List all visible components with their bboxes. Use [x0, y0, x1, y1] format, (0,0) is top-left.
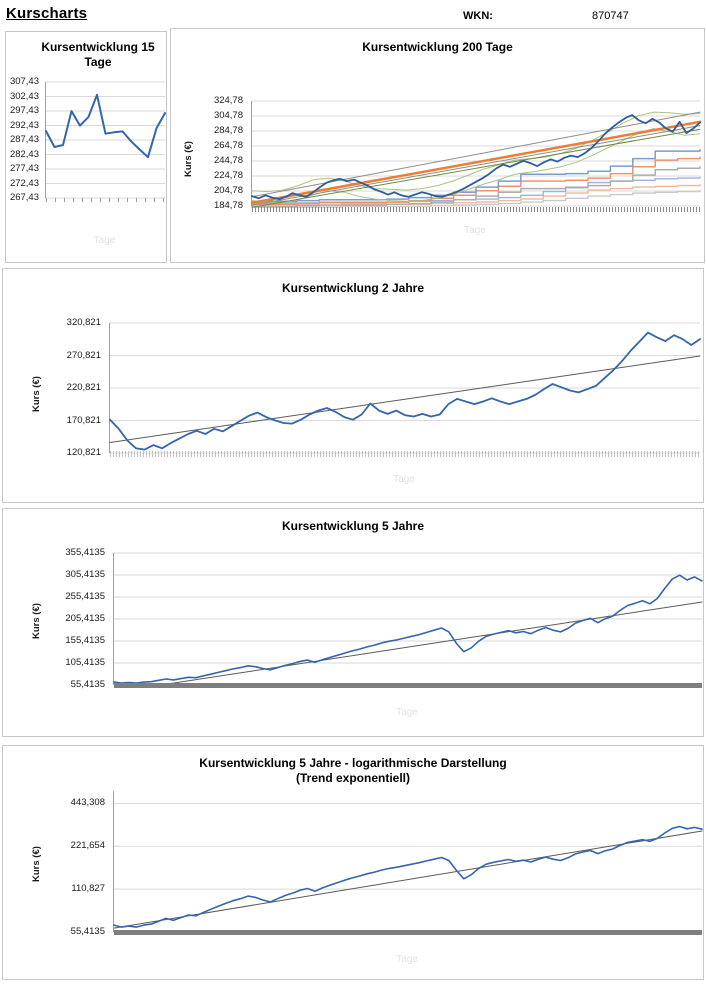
x-axis-title: Tage — [396, 954, 418, 965]
y-tick-label: 267,43 — [9, 192, 39, 203]
y-tick-label: 272,43 — [9, 177, 39, 189]
chart-canvas — [109, 322, 701, 454]
chart-title: Kursentwicklung 2 Jahre — [281, 281, 425, 295]
y-tick-label: 304,78 — [213, 110, 243, 121]
y-tick-label: 297,43 — [9, 105, 39, 116]
y-tick-label: 55,4135 — [70, 679, 105, 690]
y-tick-label: 55,4135 — [70, 926, 105, 937]
y-tick-label: 264,78 — [213, 140, 243, 151]
x-axis-baseline — [114, 683, 702, 688]
y-tick-label: 307,43 — [9, 76, 39, 87]
chart-canvas — [113, 552, 703, 686]
y-tick-label: 110,827 — [71, 883, 105, 895]
y-tick-label: 287,43 — [9, 134, 39, 145]
y-tick-label: 170,821 — [66, 414, 101, 426]
y-tick-label: 224,78 — [213, 170, 243, 181]
y-axis-labels: 355,4135 305,4135 255,4135 205,4135 155,4135… — [3, 547, 109, 690]
y-axis-labels: 320,821 270,821 220,821 170,821 120,821 — [3, 317, 105, 458]
y-tick-label: 292,43 — [9, 119, 39, 131]
y-tick-label: 255,4135 — [65, 591, 105, 602]
plot-area — [113, 552, 703, 688]
y-tick-label: 120,821 — [66, 447, 101, 458]
y-axis-labels: 307,43 302,43 297,43 292,43 287,43 282,43 277,… — [6, 76, 43, 203]
plot-area — [109, 322, 701, 457]
y-tick-label: 204,78 — [213, 185, 243, 196]
y-tick-label: 443,308 — [70, 797, 105, 809]
x-axis-title: Tage — [93, 235, 116, 246]
plot-area — [113, 791, 703, 935]
y-tick-label: 184,78 — [213, 200, 243, 211]
x-axis-title: Tage — [464, 225, 486, 236]
plot-area — [45, 81, 166, 202]
chart-title: Kursentwicklung 200 Tage — [362, 40, 513, 54]
y-axis-labels: 443,308 221,654 110,827 55,4135 — [3, 791, 109, 937]
x-axis-title: Tage — [393, 474, 415, 485]
chart-canvas — [45, 81, 166, 199]
chart-panel-200-tage: Kursentwicklung 200 Tage Kurs (€) 324,78… — [170, 28, 705, 263]
x-axis-ticks — [110, 451, 700, 457]
chart-panel-5-jahre-log: Kursentwicklung 5 Jahre - logarithmische… — [2, 745, 704, 980]
y-tick-label: 244,78 — [213, 155, 243, 166]
plot-area — [250, 100, 702, 212]
chart-title: Kursentwicklung 5 Jahre - logarithmische… — [3, 756, 703, 786]
x-axis-baseline — [114, 930, 702, 935]
y-tick-label: 320,821 — [66, 317, 101, 328]
x-axis-ticks — [252, 207, 700, 212]
y-tick-label: 105,4135 — [65, 657, 105, 668]
y-tick-label: 220,821 — [66, 382, 101, 393]
y-tick-label: 355,4135 — [65, 547, 105, 558]
page-title: Kurscharts — [6, 5, 88, 22]
y-tick-label: 205,4135 — [65, 613, 105, 624]
chart-title: Kursentwicklung 15 Tage — [41, 40, 155, 69]
y-tick-label: 282,43 — [9, 148, 39, 160]
chart-title-line1: Kursentwicklung 5 Jahre - logarithmische… — [199, 756, 507, 770]
chart-title: Kursentwicklung 5 Jahre — [281, 519, 425, 533]
y-tick-label: 324,78 — [213, 95, 243, 106]
y-tick-label: 284,78 — [213, 125, 243, 136]
x-axis-title: Tage — [396, 707, 418, 718]
chart-panel-15-tage: Kursentwicklung 15 Tage 307,43 302,43 297,… — [5, 31, 167, 263]
y-tick-label: 302,43 — [9, 90, 39, 102]
y-tick-label: 221,654 — [70, 840, 105, 852]
chart-panel-5-jahre: Kursentwicklung 5 Jahre Kurs (€) 355,413… — [2, 508, 704, 737]
wkn-label: WKN: — [463, 10, 493, 22]
wkn-value: 870747 — [592, 10, 629, 22]
chart-subtitle: (Trend exponentiell) — [295, 771, 410, 785]
y-tick-label: 270,821 — [66, 349, 101, 361]
y-tick-label: 277,43 — [9, 163, 39, 174]
y-tick-label: 305,4135 — [65, 569, 105, 580]
y-axis-labels: 324,78 304,78 284,78 264,78 244,78 224,78 204,… — [171, 95, 247, 211]
chart-canvas — [250, 100, 702, 208]
chart-canvas — [113, 802, 703, 933]
chart-panel-2-jahre: Kursentwicklung 2 Jahre Kurs (€) 320,821… — [2, 268, 704, 503]
y-tick-label: 155,4135 — [65, 635, 105, 646]
x-axis-ticks — [46, 198, 165, 202]
